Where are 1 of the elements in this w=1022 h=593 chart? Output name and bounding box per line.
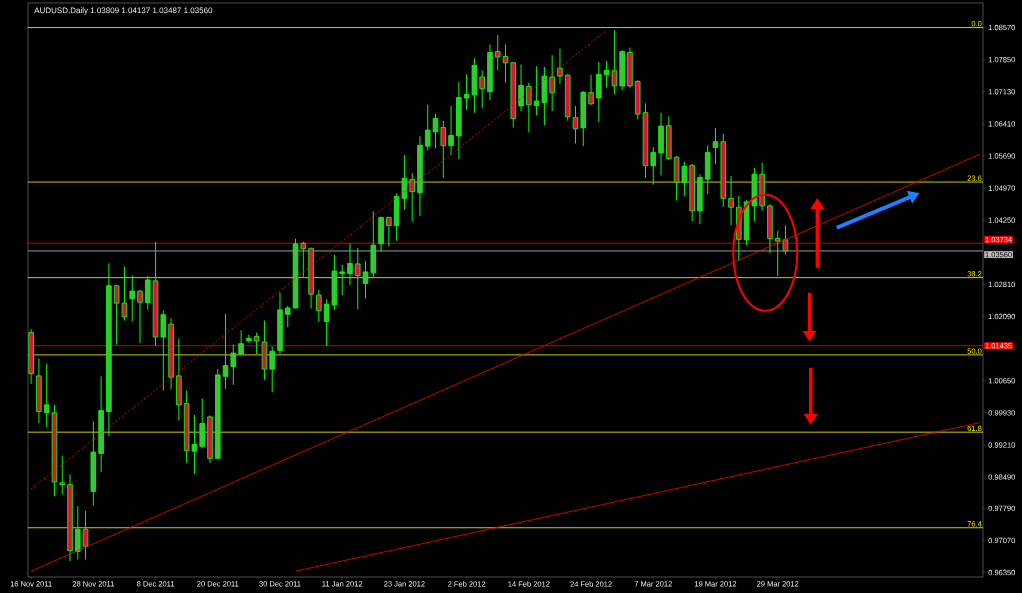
text: AUDUSD,Daily 1.03809 1.04137 1.03487 1.03560 xyxy=(34,7,213,15)
